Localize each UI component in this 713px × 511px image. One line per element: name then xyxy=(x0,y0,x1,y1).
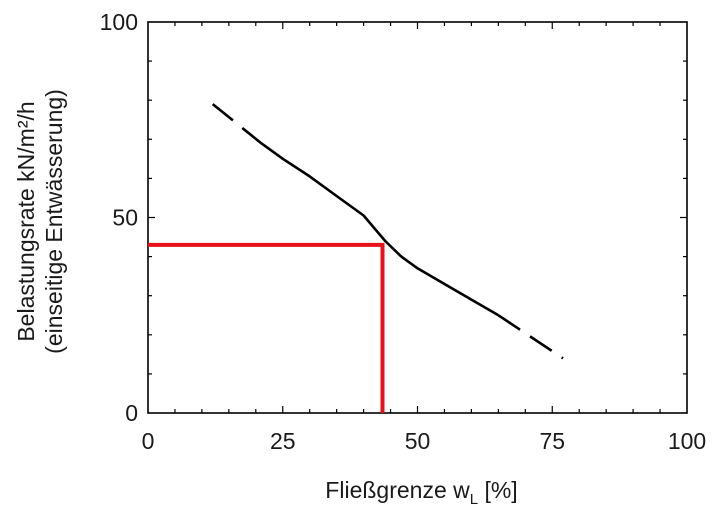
reference-lines-layer xyxy=(148,242,385,413)
x-tick-label: 75 xyxy=(539,428,565,454)
x-tick-label: 0 xyxy=(142,428,155,454)
x-tick-label: 50 xyxy=(405,428,431,454)
axes-layer xyxy=(147,21,688,414)
y-axis-label-line2: (einseitige Entwässerung) xyxy=(41,89,67,354)
x-axis-label: Fließgrenze wL [%] xyxy=(325,477,517,506)
y-axis-label-line1: Belastungsrate kN/m²/h xyxy=(13,101,39,341)
series-line-solid xyxy=(260,142,500,317)
x-tick-label: 25 xyxy=(270,428,296,454)
series-layer xyxy=(211,103,564,360)
series-line-dashed xyxy=(497,314,564,360)
y-tick-label: 0 xyxy=(125,400,138,426)
plot-frame xyxy=(147,21,688,414)
x-axis-label-subscript: L xyxy=(470,491,478,506)
x-axis-label-unit: [%] xyxy=(478,477,518,503)
x-tick-label: 100 xyxy=(668,428,706,454)
series-line-dashed xyxy=(211,103,263,145)
y-tick-label: 100 xyxy=(100,9,138,35)
y-tick-label: 50 xyxy=(112,205,138,231)
x-axis-label-main: Fließgrenze w xyxy=(325,477,470,503)
reference-line xyxy=(148,242,385,413)
axis-labels-layer: 0 25 50 75 100 0 50 100 Fließgrenze wL [%] Belast… xyxy=(13,9,706,508)
